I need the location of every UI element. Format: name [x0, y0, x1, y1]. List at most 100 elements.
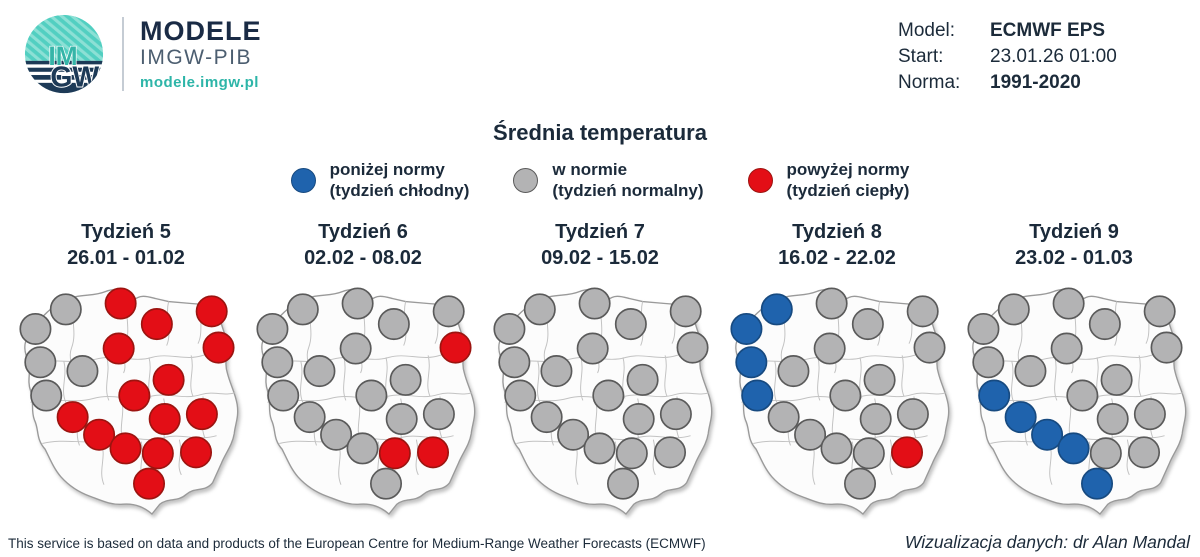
region-dot	[302, 355, 335, 388]
region-dot	[606, 467, 639, 500]
region-dot	[1133, 398, 1166, 431]
region-dot	[65, 355, 98, 388]
imgw-logo-block: IM GW MODELE IMGW-PIB modele.imgw.pl	[20, 10, 262, 98]
region-dot	[439, 331, 472, 364]
region-dot	[614, 308, 647, 341]
week-date-range: 09.02 - 15.02	[541, 247, 659, 269]
region-dot	[422, 398, 455, 431]
region-dot	[676, 331, 709, 364]
legend-item-below: poniżej normy (tydzień chłodny)	[290, 159, 470, 201]
region-dot	[583, 432, 616, 465]
region-dot	[1088, 308, 1121, 341]
region-dot	[729, 312, 762, 345]
region-dot	[556, 418, 589, 451]
region-dot	[793, 418, 826, 451]
region-dot	[389, 363, 422, 396]
header: IM GW MODELE IMGW-PIB modele.imgw.pl Mod…	[0, 0, 1200, 104]
model-info: Model: ECMWF EPS Start: 23.01.26 01:00 N…	[898, 18, 1117, 95]
region-dot	[132, 467, 165, 500]
region-dot	[815, 287, 848, 320]
region-dot	[377, 308, 410, 341]
week-column-4: Tydzień 8 16.02 - 22.02	[719, 219, 956, 520]
poland-map-week-8	[729, 287, 949, 516]
region-dot	[523, 293, 556, 326]
below-normal-dot-icon	[290, 167, 316, 193]
region-dot	[179, 436, 212, 469]
region-dot	[578, 287, 611, 320]
in-norm-dot-icon	[513, 167, 539, 193]
week-title: Tydzień 5	[81, 221, 171, 243]
region-dot	[828, 379, 861, 412]
region-dot	[195, 295, 228, 328]
region-dot	[669, 295, 702, 328]
logo-brand-text: MODELE	[140, 16, 262, 47]
region-dot	[56, 401, 89, 434]
footer-attribution: This service is based on data and produc…	[8, 536, 706, 551]
region-dot	[776, 355, 809, 388]
region-dot	[615, 437, 648, 470]
legend-label-below: poniżej normy (tydzień chłodny)	[329, 160, 470, 200]
imgw-logo-icon: IM GW	[24, 14, 104, 94]
region-dot	[266, 379, 299, 412]
region-dot	[104, 287, 137, 320]
region-dot	[820, 432, 853, 465]
legend-label-normal: w normie (tydzień normalny)	[552, 160, 704, 200]
region-dot	[319, 418, 352, 451]
week-date-range: 02.02 - 08.02	[304, 247, 422, 269]
legend-item-above: powyżej normy (tydzień ciepły)	[747, 159, 909, 201]
region-dot	[906, 295, 939, 328]
logo-divider	[122, 17, 124, 91]
region-dot	[152, 363, 185, 396]
region-dot	[416, 436, 449, 469]
region-dot	[852, 437, 885, 470]
poland-map-week-5	[18, 287, 238, 516]
region-dot	[1100, 363, 1133, 396]
weeks-row: Tydzień 5 26.01 - 01.02 Tydzień 6 02.02 - 0…	[0, 219, 1200, 520]
region-dot	[1013, 355, 1046, 388]
region-dot	[29, 379, 62, 412]
region-dot	[859, 403, 892, 436]
poland-map-week-9	[966, 287, 1186, 516]
region-dot	[843, 467, 876, 500]
region-dot	[148, 403, 181, 436]
region-dot	[341, 287, 374, 320]
region-dot	[530, 401, 563, 434]
region-dot	[1050, 332, 1083, 365]
poland-map-week-6	[255, 287, 475, 516]
region-dot	[576, 332, 609, 365]
norm-label: Norma:	[898, 72, 961, 93]
footer-credit: Wizualizacja danych: dr Alan Mandal	[904, 532, 1190, 552]
region-dot	[497, 346, 530, 379]
svg-text:IM: IM	[48, 41, 77, 71]
region-dot	[339, 332, 372, 365]
region-dot	[760, 293, 793, 326]
region-dot	[82, 418, 115, 451]
poland-map-week-7	[492, 287, 712, 516]
region-dot	[890, 436, 923, 469]
region-dot	[185, 398, 218, 431]
region-dot	[378, 437, 411, 470]
region-dot	[1030, 418, 1063, 451]
region-dot	[997, 293, 1030, 326]
region-dot	[293, 401, 326, 434]
region-dot	[971, 346, 1004, 379]
region-dot	[49, 293, 82, 326]
region-dot	[1089, 437, 1122, 470]
legend-item-normal: w normie (tydzień normalny)	[513, 159, 704, 201]
model-label: Model:	[898, 20, 956, 41]
region-dot	[286, 293, 319, 326]
region-dot	[591, 379, 624, 412]
above-normal-dot-icon	[747, 167, 773, 193]
week-title: Tydzień 9	[1029, 221, 1119, 243]
region-dot	[23, 346, 56, 379]
region-dot	[369, 467, 402, 500]
region-dot	[813, 332, 846, 365]
logo-wordmark: MODELE IMGW-PIB modele.imgw.pl	[140, 16, 262, 91]
region-dot	[896, 398, 929, 431]
logo-url-text: modele.imgw.pl	[140, 73, 259, 91]
region-dot	[539, 355, 572, 388]
region-dot	[260, 346, 293, 379]
week-column-1: Tydzień 5 26.01 - 01.02	[8, 219, 245, 520]
region-dot	[503, 379, 536, 412]
region-dot	[1127, 436, 1160, 469]
